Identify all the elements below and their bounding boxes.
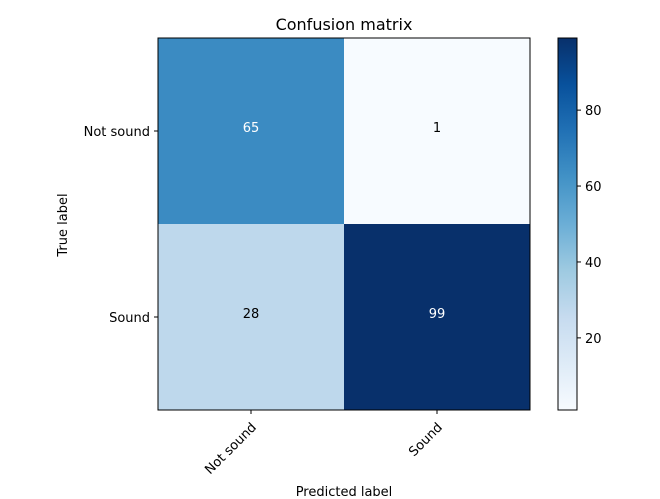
y-tick-label: Sound xyxy=(109,311,150,326)
cell-value-labels: 65 1 28 99 xyxy=(243,121,446,322)
colorbar xyxy=(557,37,578,411)
colorbar-ticks: 20 40 60 80 xyxy=(577,104,602,347)
cell-value-1-1: 99 xyxy=(429,307,446,322)
cell-value-0-0: 65 xyxy=(243,121,260,136)
colorbar-tick-label: 40 xyxy=(585,256,602,271)
y-tick-label: Not sound xyxy=(84,125,150,140)
cell-value-0-1: 1 xyxy=(433,121,441,136)
heatmap-cell-1-0 xyxy=(158,224,344,410)
colorbar-tick-label: 80 xyxy=(585,104,602,119)
y-axis-label: True label xyxy=(56,193,71,257)
x-tick-label: Sound xyxy=(406,420,446,460)
y-axis-ticks: Not sound Sound xyxy=(84,125,158,326)
cell-value-1-0: 28 xyxy=(243,307,260,322)
heatmap-cell-1-1 xyxy=(344,224,530,410)
colorbar-tick-label: 20 xyxy=(585,332,602,347)
heatmap-cells xyxy=(158,38,530,410)
x-tick-label: Not sound xyxy=(202,420,260,478)
chart-title: Confusion matrix xyxy=(276,15,413,34)
x-axis-label: Predicted label xyxy=(296,485,393,499)
colorbar-tick-label: 60 xyxy=(585,180,602,195)
plot-frame xyxy=(157,37,531,411)
heatmap-cell-0-1 xyxy=(344,38,530,224)
heatmap-cell-0-0 xyxy=(158,38,344,224)
x-axis-ticks: Not sound Sound xyxy=(202,410,446,478)
